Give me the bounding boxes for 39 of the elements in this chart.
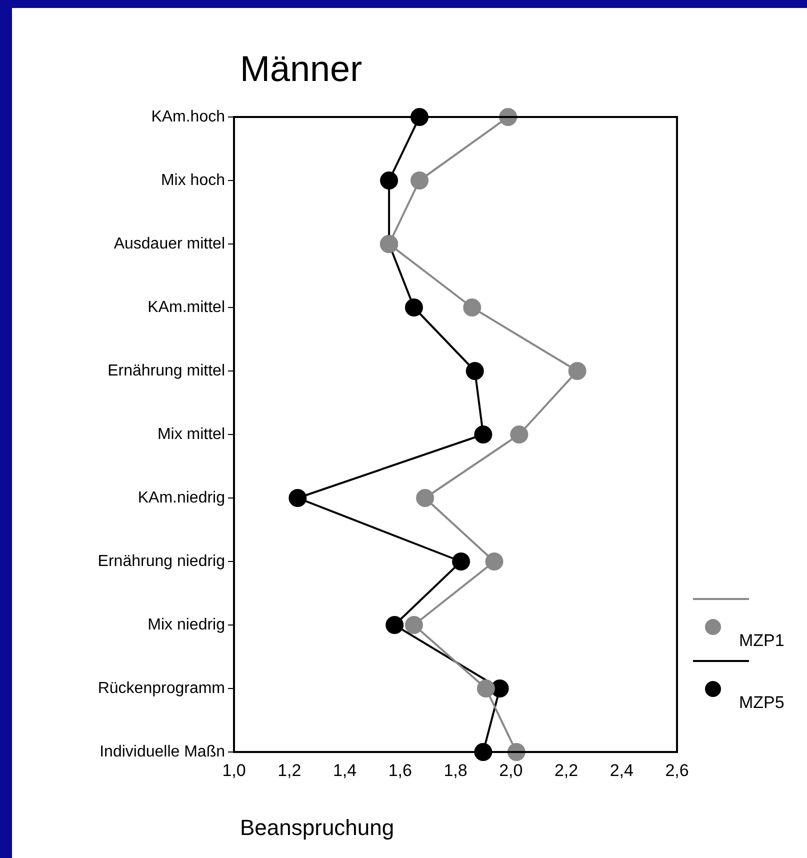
x-tick-label: 1,6: [388, 760, 412, 780]
point: [416, 489, 434, 507]
x-tick-label: 2,0: [499, 760, 523, 780]
x-tick-label: 1,4: [332, 760, 357, 780]
y-tick-label: KAm.niedrig: [138, 489, 225, 506]
x-axis-title: Beanspruchung: [240, 815, 394, 841]
y-tick-label: KAm.mittel: [148, 298, 225, 316]
point: [288, 489, 307, 507]
y-tick-label: Mix niedrig: [148, 616, 225, 634]
point: [410, 172, 429, 190]
point: [568, 362, 586, 380]
point: [386, 616, 404, 634]
x-tick-label: 2,2: [554, 760, 578, 780]
text: MZP1: [739, 631, 784, 651]
point: [466, 362, 484, 380]
x-tick-label: 1,2: [278, 760, 302, 780]
point: [485, 552, 504, 570]
y-tick-label: KAm.hoch: [151, 108, 225, 126]
y-tick-label: Ausdauer mittel: [114, 235, 225, 252]
y-tick-label: Individuelle Maßn: [100, 743, 225, 760]
y-tick-label: Ernährung mittel: [108, 362, 225, 380]
y-tick-label: Mix mittel: [157, 426, 225, 443]
y-tick-label: Ernährung niedrig: [98, 552, 225, 570]
point: [404, 616, 423, 634]
y-tick-label: Rückenprogramm: [98, 680, 225, 697]
point: [510, 426, 528, 444]
y-tick-label: Mix hoch: [160, 172, 225, 189]
point: [452, 552, 470, 570]
point: [380, 172, 398, 190]
x-tick-label: 2,6: [665, 760, 689, 780]
x-tick-label: 1,0: [222, 760, 246, 780]
point: [463, 298, 482, 316]
point: [404, 298, 423, 316]
x-tick-label: 1,8: [444, 760, 468, 780]
chart-title: Männer: [240, 48, 362, 90]
text: MZP5: [739, 693, 784, 713]
x-tick-label: 2,4: [610, 760, 634, 780]
point: [474, 426, 492, 444]
point: [476, 680, 495, 698]
